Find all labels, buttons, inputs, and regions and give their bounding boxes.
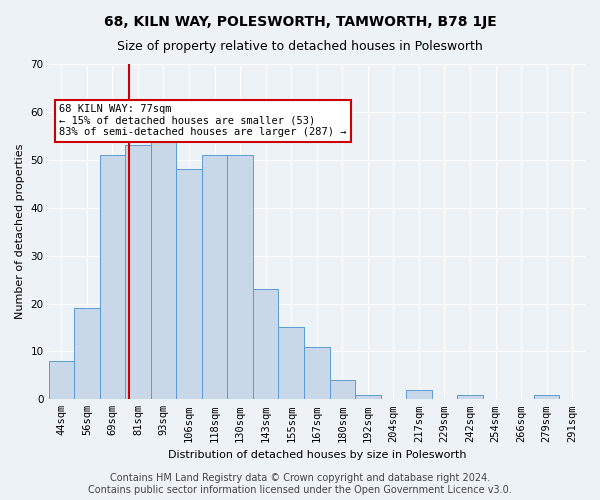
Text: Size of property relative to detached houses in Polesworth: Size of property relative to detached ho… <box>117 40 483 53</box>
Bar <box>227 155 253 400</box>
Bar <box>49 361 74 400</box>
Bar <box>355 394 380 400</box>
Bar <box>202 155 227 400</box>
Bar <box>304 346 329 400</box>
Bar <box>176 170 202 400</box>
Bar <box>329 380 355 400</box>
Bar <box>151 126 176 400</box>
Bar <box>253 289 278 400</box>
X-axis label: Distribution of detached houses by size in Polesworth: Distribution of detached houses by size … <box>167 450 466 460</box>
Bar <box>74 308 100 400</box>
Bar <box>406 390 432 400</box>
Bar <box>100 155 125 400</box>
Bar <box>534 394 559 400</box>
Text: 68, KILN WAY, POLESWORTH, TAMWORTH, B78 1JE: 68, KILN WAY, POLESWORTH, TAMWORTH, B78 … <box>104 15 496 29</box>
Text: Contains HM Land Registry data © Crown copyright and database right 2024.
Contai: Contains HM Land Registry data © Crown c… <box>88 474 512 495</box>
Bar <box>278 328 304 400</box>
Y-axis label: Number of detached properties: Number of detached properties <box>15 144 25 320</box>
Text: 68 KILN WAY: 77sqm
← 15% of detached houses are smaller (53)
83% of semi-detache: 68 KILN WAY: 77sqm ← 15% of detached hou… <box>59 104 347 138</box>
Bar <box>457 394 483 400</box>
Bar <box>125 146 151 400</box>
